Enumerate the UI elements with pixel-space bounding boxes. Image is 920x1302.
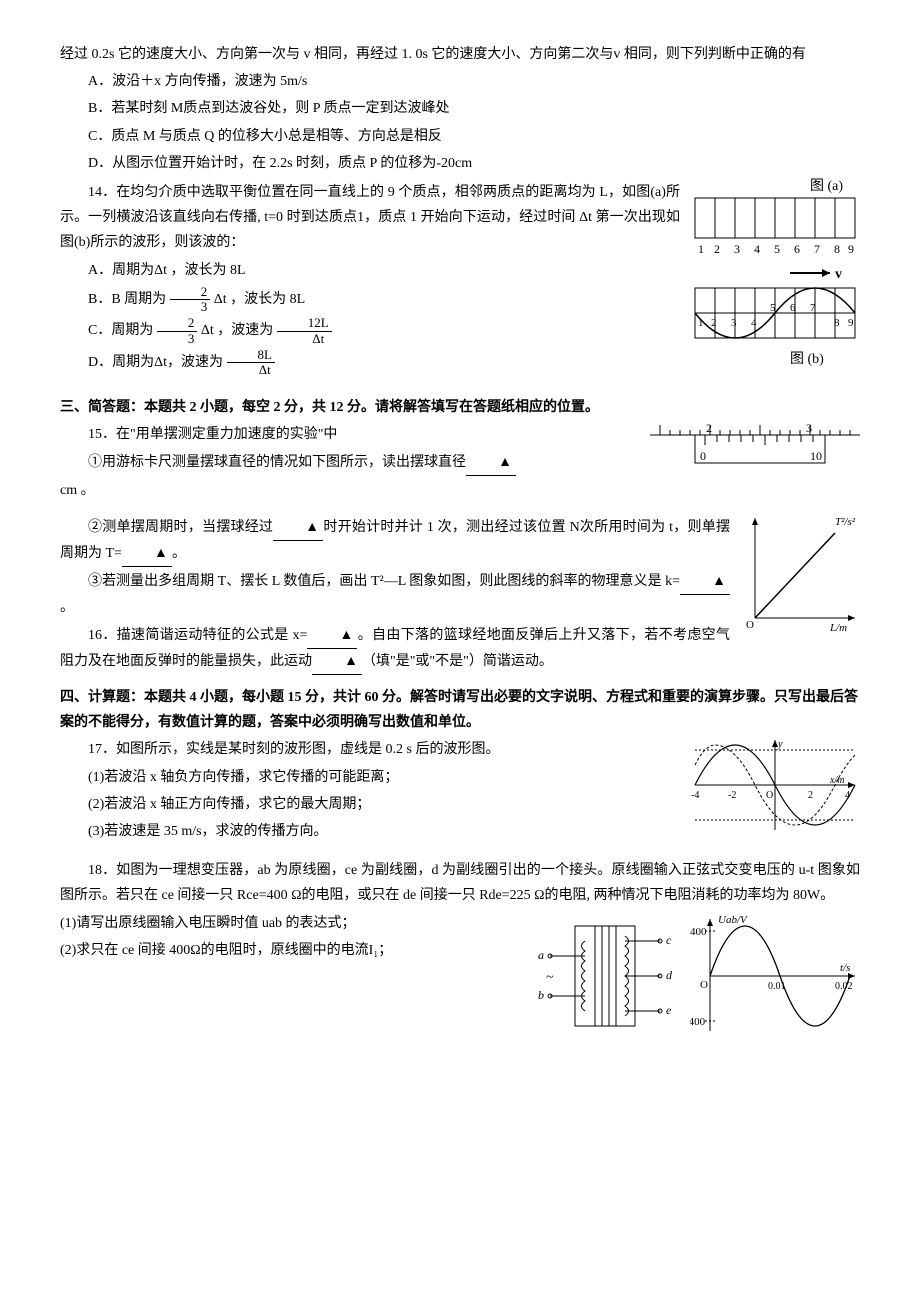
fraction-2-3-b: 23 xyxy=(157,316,198,346)
q15-block: 2 3 0 10 15．在"用单摆测定重力加速度的实验"中 ①用游标卡尺测量摆球… xyxy=(60,420,860,505)
svg-text:7: 7 xyxy=(814,242,820,256)
svg-text:400: 400 xyxy=(690,926,707,938)
svg-text:4: 4 xyxy=(845,790,850,801)
svg-text:1: 1 xyxy=(698,242,704,256)
t2-l-graph: T²/s² L/m O xyxy=(740,513,860,642)
svg-text:T²/s²: T²/s² xyxy=(835,516,856,528)
svg-text:4: 4 xyxy=(754,242,760,256)
svg-text:8: 8 xyxy=(834,242,840,256)
svg-text:t/s: t/s xyxy=(840,962,850,974)
svg-text:3: 3 xyxy=(734,242,740,256)
q17-wave-graph: -4 -2 O 2 4 x/m y xyxy=(690,735,860,844)
svg-text:x/m: x/m xyxy=(829,775,844,786)
q18-stem: 18．如图为一理想变压器，ab 为原线圈，ce 为副线圈，d 为副线圈引出的一个… xyxy=(60,858,860,908)
fraction-2-3: 23 xyxy=(170,285,211,315)
transformer-diagram: a b c d e ~ xyxy=(530,911,680,1041)
svg-text:Uab/V: Uab/V xyxy=(718,914,748,926)
svg-text:9: 9 xyxy=(848,317,854,329)
blank: ▲ xyxy=(122,541,172,567)
svg-text:-2: -2 xyxy=(728,790,736,801)
document-body: 经过 0.2s 它的速度大小、方向第一次与 v 相同，再经过 1. 0s 它的速… xyxy=(60,42,860,1041)
fig-a-label: 图 (a) xyxy=(810,179,843,194)
q13-option-c: C．质点 M 与质点 Q 的位移大小总是相等、方向总是相反 xyxy=(60,124,860,149)
blank: ▲ xyxy=(307,623,357,649)
svg-text:4: 4 xyxy=(751,317,757,329)
fraction-12l-dt: 12LΔt xyxy=(277,316,332,346)
svg-text:9: 9 xyxy=(848,242,854,256)
blank: ▲ xyxy=(312,649,362,675)
svg-text:10: 10 xyxy=(810,449,822,463)
q18-figures: a b c d e ~ 400 -400 Uab/V t/s O 0. xyxy=(530,911,860,1041)
svg-text:b: b xyxy=(538,988,544,1002)
svg-text:a: a xyxy=(538,948,544,962)
svg-text:~: ~ xyxy=(546,970,554,985)
svg-text:8: 8 xyxy=(834,317,840,329)
q14-block: 图 (a) 1 2 3 4 5 6 7 8 xyxy=(60,178,860,387)
svg-text:O: O xyxy=(766,790,773,801)
svg-text:0: 0 xyxy=(700,449,706,463)
svg-text:5: 5 xyxy=(770,302,776,314)
arrow-v: v xyxy=(790,267,842,282)
svg-text:0.02: 0.02 xyxy=(835,981,853,992)
svg-text:O: O xyxy=(700,979,708,991)
q14-figure: 图 (a) 1 2 3 4 5 6 7 8 xyxy=(690,178,860,387)
svg-text:e: e xyxy=(666,1003,672,1017)
vernier-caliper-figure: 2 3 0 10 xyxy=(650,420,860,489)
svg-text:-400: -400 xyxy=(690,1016,706,1028)
svg-text:5: 5 xyxy=(774,242,780,256)
svg-text:7: 7 xyxy=(810,302,816,314)
fraction-8l-dt: 8LΔt xyxy=(227,348,275,378)
voltage-time-graph: 400 -400 Uab/V t/s O 0.01 0.02 xyxy=(690,911,860,1041)
q18-block: 18．如图为一理想变压器，ab 为原线圈，ce 为副线圈，d 为副线圈引出的一个… xyxy=(60,856,860,1040)
fig-a-grid: 1 2 3 4 5 6 7 8 9 xyxy=(695,198,855,256)
q17-block: -4 -2 O 2 4 x/m y 17．如图所示，实线是某时刻的波形图，虚线是… xyxy=(60,735,860,846)
q13-option-b: B．若某时刻 M质点到达波谷处，则 P 质点一定到达波峰处 xyxy=(60,96,860,121)
svg-text:O: O xyxy=(746,619,754,631)
fig-b-label: 图 (b) xyxy=(790,352,824,367)
svg-text:0.01: 0.01 xyxy=(768,981,786,992)
svg-text:-4: -4 xyxy=(691,790,699,801)
svg-text:y: y xyxy=(777,739,783,750)
q15-16-block: T²/s² L/m O ②测单摆周期时，当摆球经过▲时开始计时并计 1 次，测出… xyxy=(60,513,860,677)
svg-text:v: v xyxy=(835,267,842,282)
svg-text:3: 3 xyxy=(731,317,737,329)
q13-option-d: D．从图示位置开始计时，在 2.2s 时刻，质点 P 的位移为-20cm xyxy=(60,151,860,176)
svg-text:d: d xyxy=(666,968,673,982)
svg-text:6: 6 xyxy=(794,242,800,256)
svg-text:c: c xyxy=(666,933,672,947)
fig-b-grid: 1 2 3 4 5 6 7 8 9 xyxy=(695,288,855,338)
intro-paragraph: 经过 0.2s 它的速度大小、方向第一次与 v 相同，再经过 1. 0s 它的速… xyxy=(60,42,860,67)
svg-text:2: 2 xyxy=(808,790,813,801)
blank: ▲ xyxy=(680,569,730,595)
svg-text:6: 6 xyxy=(790,302,796,314)
svg-text:2: 2 xyxy=(711,317,717,329)
section-3-title: 三、简答题：本题共 2 小题，每空 2 分，共 12 分。请将解答填写在答题纸相… xyxy=(60,395,860,420)
svg-text:L/m: L/m xyxy=(829,622,847,633)
svg-text:2: 2 xyxy=(714,242,720,256)
q13-option-a: A．波沿＋x 方向传播，波速为 5m/s xyxy=(60,69,860,94)
blank-triangle: ▲ xyxy=(466,450,516,476)
svg-text:2: 2 xyxy=(706,421,712,435)
section-4-title: 四、计算题：本题共 4 小题，每小题 15 分，共计 60 分。解答时请写出必要… xyxy=(60,685,860,735)
svg-text:3: 3 xyxy=(806,421,812,435)
svg-text:1: 1 xyxy=(698,317,704,329)
blank: ▲ xyxy=(273,515,323,541)
